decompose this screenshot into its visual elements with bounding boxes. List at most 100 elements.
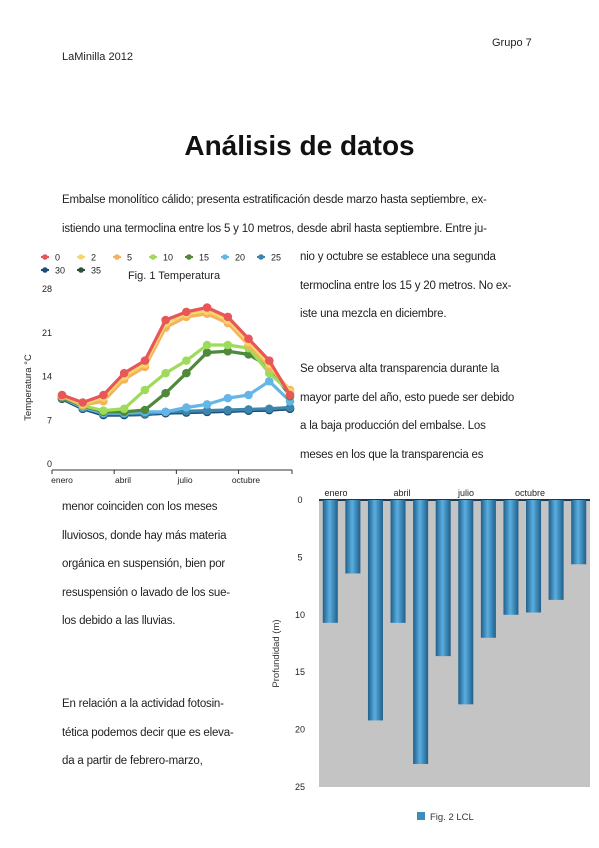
legend-marker xyxy=(186,254,192,260)
legend-marker xyxy=(114,254,120,260)
y-tick-label: 5 xyxy=(297,552,302,562)
x-tick-label: enero xyxy=(51,475,73,485)
data-point xyxy=(223,393,233,403)
text-line: menor coinciden con los meses xyxy=(62,501,218,513)
paragraph-1: Embalse monolítico cálido; presenta estr… xyxy=(62,186,487,243)
data-point xyxy=(119,404,129,414)
data-point xyxy=(99,406,108,415)
legend-marker xyxy=(258,254,264,260)
legend-marker xyxy=(78,267,84,273)
y-axis-label: Temperatura °C xyxy=(23,354,34,421)
x-tick-label: octubre xyxy=(515,488,545,498)
data-point xyxy=(244,390,253,400)
legend-marker xyxy=(42,267,48,273)
legend-marker xyxy=(78,254,84,260)
text-line: tética podemos decir que es eleva- xyxy=(62,726,234,739)
paragraph-2: Se observa alta transparencia durante la… xyxy=(300,355,514,469)
legend-label: Fig. 2 LCL xyxy=(430,812,474,823)
data-point xyxy=(78,398,88,407)
data-point xyxy=(202,340,212,350)
text-line: istiendo una termoclina entre los 5 y 10… xyxy=(62,222,487,235)
data-point xyxy=(182,356,191,365)
text-line: lluviosos, donde hay más materia xyxy=(62,529,227,542)
bar xyxy=(526,500,542,613)
x-tick-label: octubre xyxy=(232,475,261,485)
data-point xyxy=(244,334,253,344)
data-point xyxy=(223,340,233,350)
data-point xyxy=(140,385,150,395)
data-point xyxy=(285,390,295,400)
text-line: los debido a las lluvias. xyxy=(62,615,176,628)
legend-label: 5 xyxy=(127,253,132,263)
text-line: a la baja producción del embalse. Los xyxy=(300,420,486,433)
x-tick-label: julio xyxy=(457,488,474,498)
data-point xyxy=(202,406,212,415)
y-tick-label: 28 xyxy=(42,284,52,294)
x-tick-label: julio xyxy=(176,475,192,485)
data-point xyxy=(264,404,274,414)
data-point xyxy=(223,346,233,356)
text-line: mayor parte del año, esto puede ser debi… xyxy=(300,391,515,404)
y-tick-label: 7 xyxy=(47,415,52,425)
y-tick-label: 15 xyxy=(295,667,305,677)
text-line: meses en los que la transparencia es xyxy=(300,448,484,461)
data-point xyxy=(223,405,233,415)
page-title: Análisis de datos xyxy=(184,130,415,161)
data-point xyxy=(161,368,170,378)
paragraph-4: En relación a la actividad fotosin- téti… xyxy=(62,690,234,776)
legend-marker xyxy=(42,254,48,260)
bar xyxy=(435,500,451,657)
text-line: da a partir de febrero-marzo, xyxy=(62,755,203,768)
data-point xyxy=(202,348,212,357)
lcl-chart: enero abril julio octubre 0 5 10 15 20 25 Profundi… xyxy=(271,488,590,823)
data-point xyxy=(119,368,129,378)
bar xyxy=(322,500,338,623)
y-tick-label: 0 xyxy=(297,495,302,505)
y-tick-label: 21 xyxy=(42,328,52,338)
data-point xyxy=(161,388,170,398)
chart-title: Fig. 1 Temperatura xyxy=(128,270,221,282)
data-point xyxy=(140,405,150,415)
y-tick-label: 0 xyxy=(47,459,52,469)
data-point xyxy=(264,356,274,365)
legend-label: 35 xyxy=(91,266,101,276)
y-axis-label: Profundidad (m) xyxy=(271,619,282,687)
y-tick-label: 25 xyxy=(295,782,305,792)
x-tick-label: abril xyxy=(393,488,410,498)
data-point xyxy=(182,403,191,412)
data-point xyxy=(202,400,212,409)
paragraph-1-right: nio y octubre se establece una segunda t… xyxy=(300,243,511,329)
header-right: Grupo 7 xyxy=(492,37,532,49)
text-line: Embalse monolítico cálido; presenta estr… xyxy=(62,194,487,206)
header-left: LaMinilla 2012 xyxy=(62,51,133,63)
legend-label: 20 xyxy=(235,253,245,263)
legend-label: 15 xyxy=(199,253,209,263)
data-point xyxy=(244,405,253,414)
legend-label: 25 xyxy=(271,253,281,263)
legend-label: 0 xyxy=(55,253,60,263)
text-line: En relación a la actividad fotosin- xyxy=(62,698,224,710)
bar xyxy=(571,500,587,565)
legend-label: 10 xyxy=(163,253,173,263)
x-tick-label: enero xyxy=(324,488,347,498)
data-point xyxy=(182,307,191,317)
data-point xyxy=(264,376,274,386)
y-tick-label: 10 xyxy=(295,610,305,620)
text-line: resuspensión o lavado de los sue- xyxy=(62,586,230,599)
bar xyxy=(390,500,406,623)
data-point xyxy=(285,403,295,412)
bar xyxy=(503,500,519,615)
data-point xyxy=(223,312,233,322)
legend-label: 2 xyxy=(91,253,96,263)
y-tick-label: 20 xyxy=(295,725,305,735)
data-point xyxy=(202,303,212,312)
data-point xyxy=(182,368,191,378)
bar xyxy=(367,500,383,721)
legend-swatch xyxy=(417,812,425,820)
data-point xyxy=(161,315,170,325)
data-point xyxy=(161,407,170,417)
legend-marker xyxy=(150,254,156,260)
y-tick-label: 14 xyxy=(42,372,52,382)
x-tick-label: abril xyxy=(115,475,131,485)
